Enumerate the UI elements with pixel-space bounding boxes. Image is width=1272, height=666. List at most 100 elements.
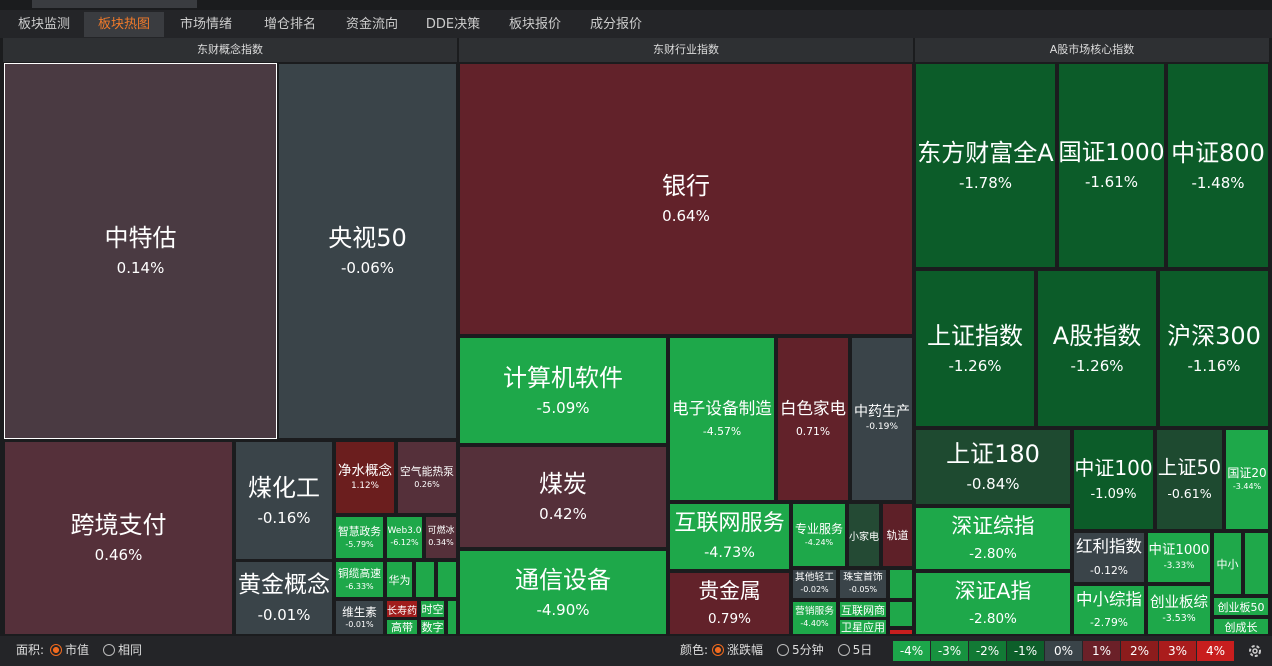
tile[interactable]: 上证50 -0.61%: [1156, 429, 1223, 530]
tile[interactable]: 互联网服务 -4.73%: [669, 503, 790, 570]
tile[interactable]: 国证1000 -1.61%: [1058, 63, 1165, 268]
tile[interactable]: 专业服务 -4.24%: [792, 503, 846, 567]
tile-name: 沪深300: [1167, 321, 1261, 350]
tile-change: -0.19%: [865, 422, 899, 433]
tile[interactable]: 华为: [386, 561, 413, 598]
tile[interactable]: 白色家电 0.71%: [777, 337, 849, 501]
tile[interactable]: 中特估 0.14%: [4, 63, 277, 439]
tab[interactable]: DDE决策: [425, 17, 481, 32]
tile[interactable]: 计算机软件 -5.09%: [459, 337, 667, 444]
tile[interactable]: [889, 629, 913, 635]
legend-item: 4%: [1197, 641, 1234, 661]
tile-change: -6.33%: [345, 581, 374, 591]
tab[interactable]: 市场情绪: [179, 17, 232, 32]
tile-change: 0.34%: [428, 538, 454, 548]
tile[interactable]: 国证20 -3.44%: [1225, 429, 1269, 530]
tile[interactable]: 中小综指 -2.79%: [1073, 585, 1145, 635]
tile[interactable]: 红利指数 -0.12%: [1073, 532, 1145, 583]
tile[interactable]: 中药生产 -0.19%: [851, 337, 913, 501]
color-options[interactable]: 涨跌幅 5分钟 5日: [706, 638, 880, 662]
tile[interactable]: 深证A指 -2.80%: [915, 572, 1071, 635]
tile[interactable]: 高带: [386, 619, 418, 635]
option-label[interactable]: 涨跌幅: [727, 643, 764, 657]
tile[interactable]: 中证800 -1.48%: [1167, 63, 1269, 268]
tile[interactable]: 维生素 -0.01%: [335, 600, 384, 635]
tile[interactable]: [447, 600, 457, 635]
tile[interactable]: Web3.0 -6.12%: [386, 516, 423, 559]
tile-change: -4.40%: [800, 619, 829, 629]
tile-name: 可燃冰: [427, 526, 455, 537]
tile-name: 中药生产: [854, 403, 910, 420]
tab[interactable]: 板块热图: [84, 12, 164, 37]
tile[interactable]: 煤化工 -0.16%: [235, 441, 333, 560]
tile[interactable]: 上证指数 -1.26%: [915, 270, 1035, 427]
tile[interactable]: [889, 601, 913, 627]
tile[interactable]: 创成长: [1213, 618, 1269, 635]
tile[interactable]: 中证1000 -3.33%: [1147, 532, 1211, 583]
tile[interactable]: 跨境支付 0.46%: [4, 441, 233, 635]
tile[interactable]: [415, 561, 435, 598]
tile[interactable]: 贵金属 0.79%: [669, 572, 790, 635]
tile[interactable]: 通信设备 -4.90%: [459, 550, 667, 635]
tile[interactable]: 银行 0.64%: [459, 63, 913, 335]
tile[interactable]: 其他轻工 -0.02%: [792, 569, 837, 599]
tile[interactable]: 央视50 -0.06%: [278, 63, 457, 439]
area-options[interactable]: 市值 相同: [44, 638, 150, 662]
tile[interactable]: 黄金概念 -0.01%: [235, 561, 333, 635]
tab[interactable]: 成分报价: [589, 17, 642, 32]
tile[interactable]: 数字: [420, 619, 445, 635]
tile-name: 央视50: [328, 224, 407, 253]
tab[interactable]: 资金流向: [345, 17, 398, 32]
radio[interactable]: [103, 644, 116, 656]
tile[interactable]: 智慧政务 -5.79%: [335, 516, 384, 559]
tile[interactable]: A股指数 -1.26%: [1037, 270, 1157, 427]
tile[interactable]: 创业板50: [1213, 597, 1269, 616]
tile[interactable]: 中小: [1213, 532, 1242, 595]
tile[interactable]: 时空: [420, 600, 445, 618]
tile[interactable]: 上证180 -0.84%: [915, 429, 1071, 505]
tile[interactable]: 深证综指 -2.80%: [915, 507, 1071, 570]
color-label: 颜色:: [680, 643, 709, 657]
radio[interactable]: [837, 644, 850, 656]
tile-change: -3.33%: [1163, 560, 1195, 571]
tile[interactable]: 可燃冰 0.34%: [425, 516, 457, 559]
tile-name: 国证1000: [1058, 138, 1165, 167]
tab[interactable]: 增仓排名: [263, 17, 316, 32]
tile[interactable]: [889, 569, 913, 599]
tile-change: -1.09%: [1090, 486, 1137, 502]
tile[interactable]: 中证100 -1.09%: [1073, 429, 1154, 530]
tile[interactable]: 长寿药: [386, 600, 418, 618]
tile-change: -0.01%: [257, 605, 311, 624]
option-label[interactable]: 5分钟: [792, 643, 824, 657]
option-label[interactable]: 5日: [852, 643, 873, 657]
tile[interactable]: 电子设备制造 -4.57%: [669, 337, 775, 501]
tile-change: -1.48%: [1191, 173, 1245, 192]
option-label[interactable]: 市值: [65, 643, 90, 657]
tile[interactable]: 净水概念 1.12%: [335, 441, 395, 514]
tile[interactable]: 铜缆高速 -6.33%: [335, 561, 384, 598]
tile-name: 黄金概念: [238, 571, 330, 598]
tile[interactable]: 营销服务 -4.40%: [792, 601, 837, 635]
tile[interactable]: 小家电: [848, 503, 880, 567]
tile-name: 上证指数: [927, 321, 1023, 350]
tile[interactable]: 东方财富全A -1.78%: [915, 63, 1056, 268]
tile[interactable]: 创业板综 -3.53%: [1147, 585, 1211, 635]
tab[interactable]: 板块监测: [17, 17, 70, 32]
tile[interactable]: [1244, 532, 1269, 595]
settings-icon[interactable]: [1246, 642, 1264, 660]
legend-item: 2%: [1121, 641, 1158, 661]
tile[interactable]: 珠宝首饰 -0.05%: [839, 569, 887, 599]
tab[interactable]: 板块报价: [508, 17, 561, 32]
tile[interactable]: 轨道: [882, 503, 913, 567]
tile[interactable]: 煤炭 0.42%: [459, 446, 667, 548]
radio[interactable]: [50, 644, 62, 656]
option-label[interactable]: 相同: [118, 643, 143, 657]
tile-change: 0.64%: [662, 207, 710, 226]
tile[interactable]: 空气能热泵 0.26%: [397, 441, 457, 514]
tile[interactable]: [437, 561, 457, 598]
radio[interactable]: [777, 644, 790, 656]
tile[interactable]: 沪深300 -1.16%: [1159, 270, 1269, 427]
radio[interactable]: [712, 644, 724, 656]
tile[interactable]: 卫星应用: [839, 619, 887, 635]
tile[interactable]: 互联网商: [839, 601, 887, 618]
